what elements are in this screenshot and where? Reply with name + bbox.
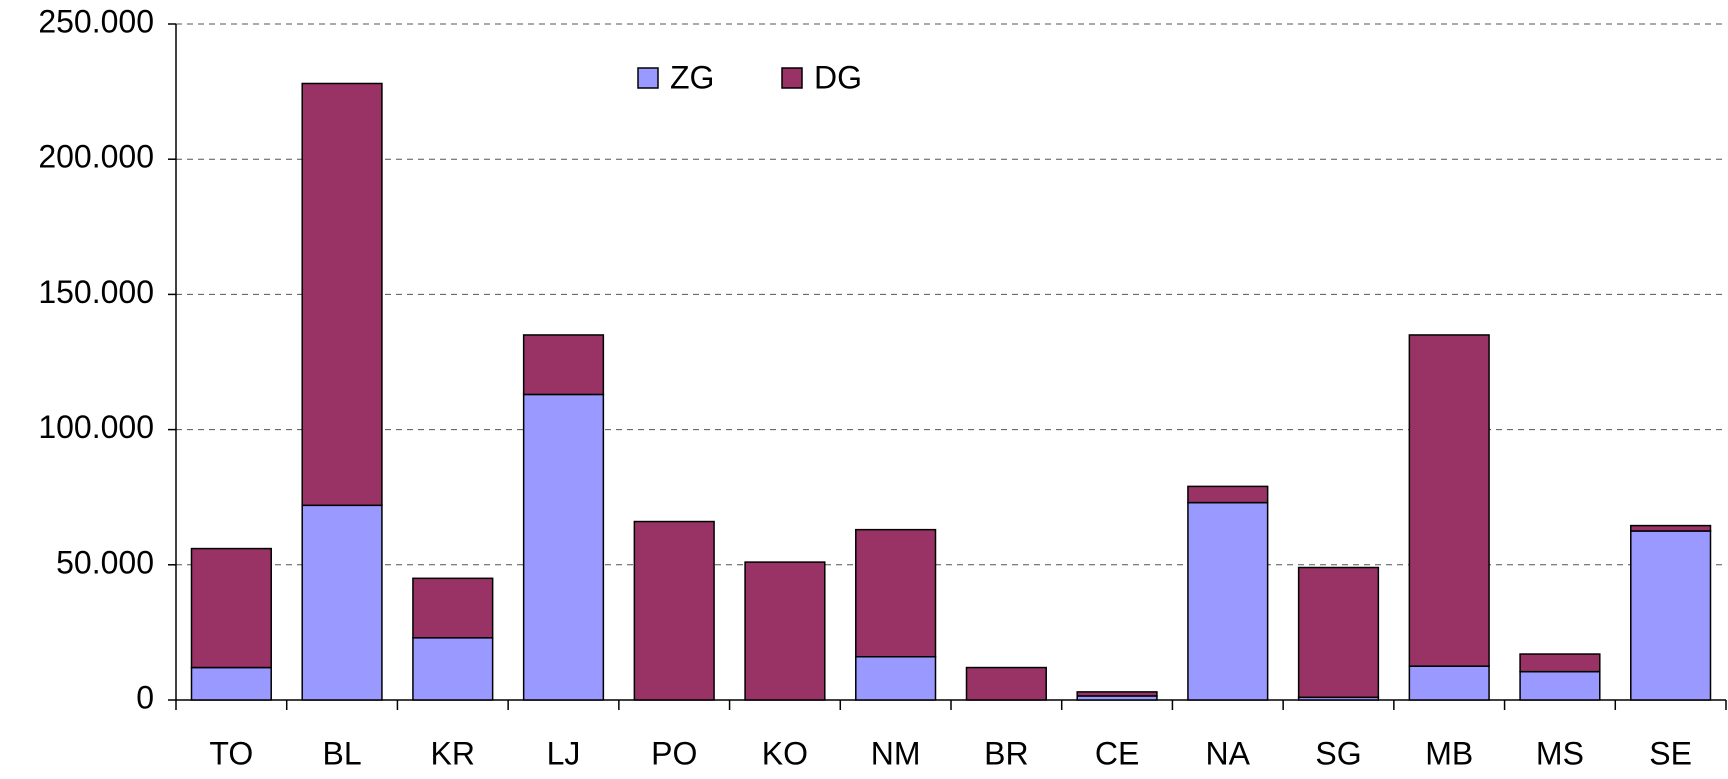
bar-segment [965, 666, 1047, 701]
bar-segment [522, 334, 605, 396]
x-tick-label: MB [1425, 735, 1473, 771]
x-tick-label: SE [1649, 735, 1692, 771]
bar-segment [1297, 566, 1380, 699]
x-tick-label: TO [209, 735, 253, 771]
x-tick-label: SG [1315, 735, 1361, 771]
bar-segment [1408, 334, 1490, 667]
y-tick-label: 50.000 [56, 544, 154, 580]
bar-segment [1076, 691, 1158, 697]
x-tick-label: CE [1095, 735, 1139, 771]
bar-segment [1630, 530, 1712, 701]
bar-segment [1519, 653, 1601, 673]
bar-segment [190, 547, 272, 669]
legend-label: DG [814, 59, 862, 95]
x-tick-label: KO [762, 735, 808, 771]
x-tick-label: NM [871, 735, 921, 771]
bar-segment [1519, 670, 1601, 701]
y-tick-label: 250.000 [38, 3, 154, 39]
legend-swatch [637, 67, 659, 89]
bar-segment [412, 577, 494, 639]
y-tick-label: 100.000 [38, 409, 154, 445]
x-tick-label: BL [323, 735, 362, 771]
x-tick-label: PO [651, 735, 697, 771]
bar-segment [1630, 524, 1712, 532]
legend-swatch [781, 67, 803, 89]
bar-segment [190, 666, 272, 701]
bar-segment [1408, 665, 1490, 701]
bar-segment [1187, 485, 1269, 504]
bar-segment [301, 82, 383, 507]
x-tick-label: NA [1206, 735, 1251, 771]
bar-segment [744, 561, 826, 701]
x-tick-label: KR [431, 735, 475, 771]
bar-segment [301, 504, 383, 701]
bar-segment [522, 393, 605, 701]
bar-segment [855, 655, 937, 701]
x-tick-label: BR [984, 735, 1028, 771]
x-tick-label: MS [1536, 735, 1584, 771]
x-tick-label: LJ [547, 735, 581, 771]
y-tick-label: 150.000 [38, 274, 154, 310]
legend-label: ZG [670, 59, 714, 95]
y-tick-label: 0 [136, 679, 154, 715]
bar-segment [412, 637, 494, 701]
bar-segment [1187, 501, 1269, 701]
y-tick-label: 200.000 [38, 139, 154, 175]
bar-segment [633, 520, 715, 701]
bar-segment [855, 528, 937, 658]
